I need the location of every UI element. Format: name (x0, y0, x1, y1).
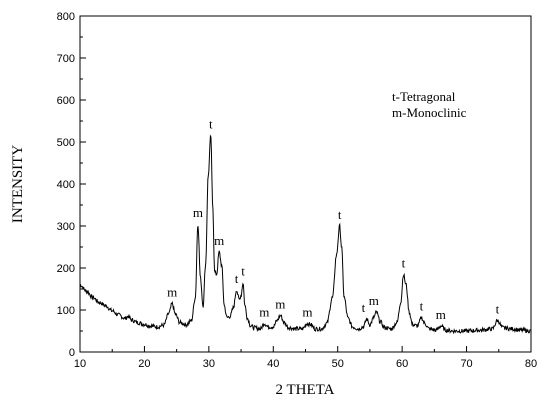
peak-label: t (241, 264, 245, 279)
peak-label: t (338, 207, 342, 222)
x-tick-label: 30 (203, 358, 215, 370)
y-tick-labels: 0 100 200 300 400 500 600 700 800 (57, 11, 75, 359)
peak-label: m (436, 307, 446, 322)
y-tick-label: 800 (57, 11, 75, 23)
y-tick-label: 100 (57, 305, 75, 317)
y-tick-label: 400 (57, 179, 75, 191)
x-tick-label: 60 (396, 358, 408, 370)
intensity-line (79, 134, 532, 335)
y-tick-label: 600 (57, 95, 75, 107)
peak-label: m (259, 304, 269, 319)
peak-label: m (369, 293, 379, 308)
axis-ticks (79, 15, 532, 353)
legend-line-monoclinic: m-Monoclinic (392, 105, 467, 120)
peak-label: m (275, 296, 285, 311)
x-tick-label: 10 (74, 358, 86, 370)
peak-label: m (302, 304, 312, 319)
peak-label: t (362, 300, 366, 315)
y-axis-label: INTENSITY (10, 145, 26, 223)
x-axis-label: 2 THETA (276, 382, 335, 398)
y-tick-label: 500 (57, 137, 75, 149)
peak-label: m (193, 205, 203, 220)
peak-label: t (402, 255, 406, 270)
peak-label: m (167, 285, 177, 300)
legend-line-tetragonal: t-Tetragonal (392, 89, 456, 104)
x-tick-label: 20 (138, 358, 150, 370)
plot-frame (79, 15, 532, 353)
peak-label: t (420, 299, 424, 314)
x-tick-label: 70 (460, 358, 472, 370)
peak-label: t (209, 117, 213, 132)
x-tick-label: 50 (332, 358, 344, 370)
x-tick-labels: 10 20 30 40 50 60 70 80 (74, 358, 537, 370)
y-tick-label: 200 (57, 263, 75, 275)
y-tick-label: 0 (69, 347, 75, 359)
peak-label: m (214, 233, 224, 248)
x-tick-label: 80 (525, 358, 537, 370)
y-tick-label: 700 (57, 53, 75, 65)
x-tick-label: 40 (267, 358, 279, 370)
peak-label: t (496, 302, 500, 317)
y-tick-label: 300 (57, 221, 75, 233)
peak-label: t (235, 271, 239, 286)
